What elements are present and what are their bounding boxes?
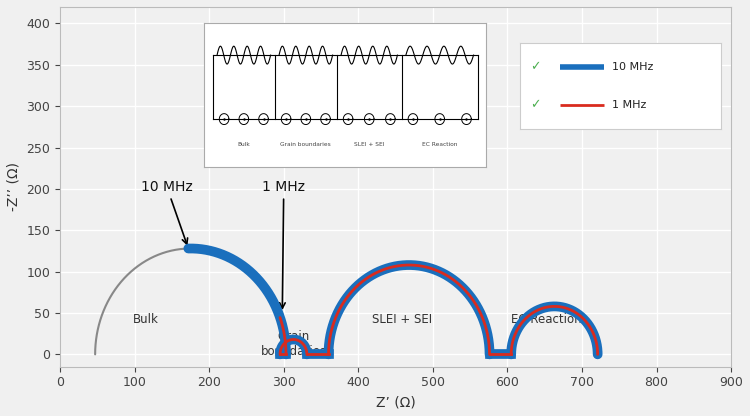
Text: Bulk: Bulk: [133, 313, 159, 326]
Text: SLEI + SEI: SLEI + SEI: [371, 313, 432, 326]
Text: EC Reaction: EC Reaction: [511, 313, 581, 326]
Text: 10 MHz: 10 MHz: [141, 180, 193, 244]
Y-axis label: -Z’’ (Ω): -Z’’ (Ω): [7, 162, 21, 211]
Text: Grain
boundaries: Grain boundaries: [260, 330, 326, 359]
Text: 1 MHz: 1 MHz: [262, 180, 305, 308]
X-axis label: Z’ (Ω): Z’ (Ω): [376, 395, 416, 409]
